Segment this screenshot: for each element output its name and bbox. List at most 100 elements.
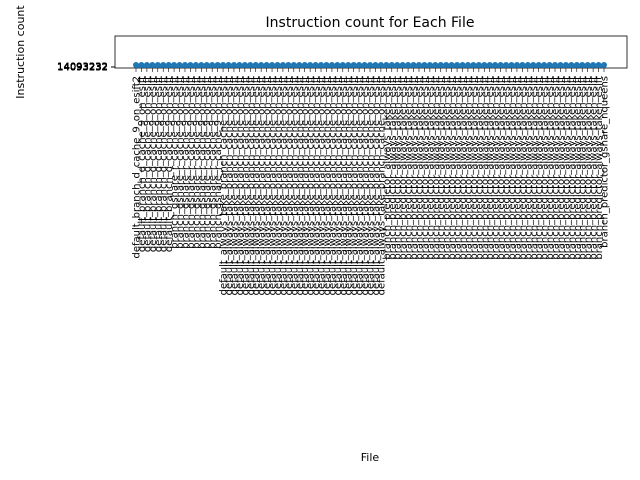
x-tick-label: default_always_take_branch_cache_on_esif… [376, 76, 387, 295]
data-point [426, 62, 433, 68]
x-tick-label: branch_gshare_r_cache_9_on_esift [197, 76, 208, 249]
data-point [530, 62, 537, 68]
data-point [247, 62, 254, 68]
x-tick-label: default_always_take_branch_cache_on_esif… [284, 76, 295, 295]
data-point [171, 62, 178, 68]
data-point [356, 62, 363, 68]
data-point [377, 62, 384, 68]
x-tick-label: branch_predictor_always_taken_esift [491, 76, 502, 260]
y-axis-ticks: 1409323214093232140932321409323214093232… [57, 61, 115, 74]
x-tick-label: default_branch_d_cache_9_on_esift [142, 76, 153, 252]
x-tick-label: default_always_take_branch_cache_on_esif… [246, 76, 257, 295]
x-tick-label: branch_predictor_always_taken_esift [453, 76, 464, 260]
y-tick-label: 14093232 [57, 63, 108, 74]
data-point [383, 62, 390, 68]
x-tick-label: branch_predictor_always_taken_esift [572, 76, 583, 260]
x-tick-label: branch_predictor_always_taken_esift [561, 76, 572, 260]
x-tick-label: default_always_take_branch_cache_on_esif… [273, 76, 284, 295]
x-tick-label: branch_predictor_always_taken_esift [589, 76, 600, 260]
data-point [318, 62, 325, 68]
data-point [225, 62, 232, 68]
data-point [541, 62, 548, 68]
data-point [323, 62, 330, 68]
data-point [524, 62, 531, 68]
x-tick-label: default_always_take_branch_cache_on_esif… [311, 76, 322, 295]
x-tick-label: default_always_take_branch_cache_on_esif… [355, 76, 366, 295]
data-point [573, 62, 580, 68]
x-tick-label: default_always_take_branch_cache_on_esif… [338, 76, 349, 295]
data-point [601, 62, 607, 68]
data-point [415, 62, 422, 68]
data-point [263, 62, 270, 68]
data-point [595, 62, 602, 68]
data-series [133, 62, 607, 68]
x-tick-label: default_branch_d_cache_9_on_esift [137, 76, 148, 252]
x-tick-label: default_branch_d_cache_9_on_esift [148, 76, 159, 252]
y-tick-label: 14093232 [57, 61, 108, 72]
data-point [269, 62, 276, 68]
x-tick-label: default_always_take_branch_cache_on_esif… [240, 76, 251, 295]
data-point [165, 62, 172, 68]
x-tick-label: default_always_take_branch_cache_on_esif… [360, 76, 371, 295]
data-point [421, 62, 428, 68]
data-point [285, 62, 292, 68]
x-tick-label: default_always_take_branch_cache_on_esif… [327, 76, 338, 295]
data-point [399, 62, 406, 68]
x-tick-label: default_always_take_branch_cache_on_esif… [219, 76, 230, 295]
data-point [503, 62, 510, 68]
y-axis-label: Instruction count [14, 5, 27, 99]
x-tick-label: default_always_take_branch_cache_on_esif… [306, 76, 317, 295]
x-tick-label: default_branch_d_cache_9_on_esift [164, 76, 175, 252]
x-tick-label: branch_predictor_always_taken_esift [469, 76, 480, 260]
x-tick-label: default_always_take_branch_cache_on_esif… [278, 76, 289, 295]
data-point [464, 62, 471, 68]
data-point [203, 62, 210, 68]
x-tick-label: default_always_take_branch_cache_on_esif… [344, 76, 355, 295]
data-point [301, 62, 308, 68]
data-point [513, 62, 520, 68]
x-tick-label: default_always_take_branch_cache_on_esif… [289, 76, 300, 295]
data-point [133, 62, 139, 68]
data-point [307, 62, 314, 68]
data-point [475, 62, 482, 68]
x-tick-label: branch_predictor_always_taken_esift [534, 76, 545, 260]
data-point [160, 62, 167, 68]
data-point [241, 62, 248, 68]
x-tick-label: default_always_take_branch_cache_on_esif… [257, 76, 268, 295]
x-tick-label: default_always_take_branch_cache_on_esif… [268, 76, 279, 295]
x-axis-ticks: default_branch_d_cache_9_on_esift2defaul… [132, 68, 611, 295]
x-tick-label: branch_gshare_r_cache_9_on_esift [180, 76, 191, 249]
data-point [274, 62, 281, 68]
data-point [492, 62, 499, 68]
x-tick-label: branch_predictor_always_taken_esift [447, 76, 458, 260]
data-point [334, 62, 341, 68]
data-point [181, 62, 188, 68]
data-point [546, 62, 553, 68]
x-tick-label: branch_predictor_always_taken_esift [387, 76, 398, 260]
x-tick-label: branch_predictor_always_taken_esift [583, 76, 594, 260]
data-point [590, 62, 597, 68]
x-tick-label: branch_predictor_always_taken_esift [551, 76, 562, 260]
plot-area [114, 35, 628, 69]
x-tick-label: default_always_take_branch_cache_on_esif… [366, 76, 377, 295]
data-point [236, 62, 243, 68]
data-point [214, 62, 221, 68]
data-point [519, 62, 526, 68]
x-tick-label: default_always_take_branch_cache_on_esif… [224, 76, 235, 295]
x-tick-label: default_always_take_branch_cache_on_esif… [262, 76, 273, 295]
data-point [198, 62, 205, 68]
x-tick-label: default_always_take_branch_cache_on_esif… [229, 76, 240, 295]
x-tick-label: default_branch_d_cache_9_on_esift [159, 76, 170, 252]
x-tick-label: branch_gshare_r_cache_9_on_esift [213, 76, 224, 249]
data-point [339, 62, 346, 68]
data-point [557, 62, 564, 68]
x-tick-label: branch_predictor_always_taken_esift [485, 76, 496, 260]
x-tick-label: branch_predictor_always_taken_esift [518, 76, 529, 260]
data-point [350, 62, 357, 68]
data-point [345, 62, 352, 68]
x-tick-label: branch_predictor_always_taken_esift [404, 76, 415, 260]
x-tick-label: default_branch_d_cache_9_on_esift2 [132, 76, 143, 259]
data-point [187, 62, 194, 68]
data-point [454, 62, 461, 68]
